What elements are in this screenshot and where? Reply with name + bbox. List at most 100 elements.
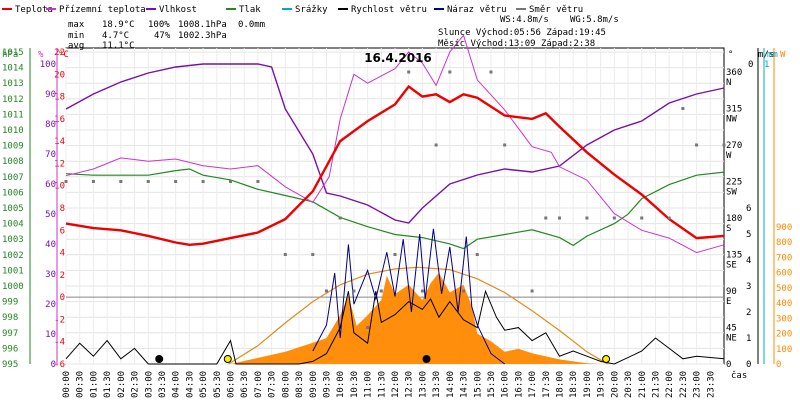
tick-dir: SW xyxy=(726,188,737,198)
stat-ws: WS:4.8m/s xyxy=(500,15,549,25)
tick-c: -2 xyxy=(54,315,65,325)
tick-time: 19:30 xyxy=(597,371,607,398)
tick-dir: NE xyxy=(726,334,737,344)
legend-label: Přízemní teplota xyxy=(59,5,146,15)
tick-time: 22:30 xyxy=(679,371,689,398)
tick-hpa: 999 xyxy=(2,298,18,308)
wind-dir-point xyxy=(119,180,123,183)
tick-ms-top: 0 xyxy=(748,60,753,70)
tick-time: 11:00 xyxy=(364,371,374,398)
stat-max-temp: 18.9°C xyxy=(102,20,135,30)
tick-time: 12:00 xyxy=(391,371,401,398)
stat-avg-temp: 11.1°C xyxy=(102,41,135,51)
wind-dir-point xyxy=(640,216,644,220)
tick-hpa: 1003 xyxy=(2,235,24,245)
tick-time: 16:00 xyxy=(501,371,511,398)
series-radiation-area xyxy=(203,272,601,364)
stat-sun: Slunce Východ:05:56 Západ:19:45 xyxy=(438,28,606,38)
tick-c: 8 xyxy=(60,204,65,214)
stat-avg-label: avg xyxy=(68,41,84,51)
tick-deg: 225 xyxy=(726,178,742,188)
tick-hpa: 1012 xyxy=(2,95,24,105)
series-pressure-line xyxy=(65,168,725,250)
stat-max-hum: 100% xyxy=(148,20,170,30)
legend-label: Srážky xyxy=(295,5,328,15)
tick-w: 500 xyxy=(776,284,792,294)
tick-time: 23:00 xyxy=(693,371,703,398)
tick-deg: 90 xyxy=(726,287,737,297)
axis-label-pct: % xyxy=(38,50,44,60)
tick-hpa: 997 xyxy=(2,329,18,339)
wind-dir-point xyxy=(544,216,548,220)
stat-moon: Měsíc Východ:13:09 Západ:2:38 xyxy=(438,39,595,49)
legend-label: Tlak xyxy=(239,5,261,15)
wind-dir-point xyxy=(283,253,287,256)
tick-c: 2 xyxy=(60,271,65,281)
tick-time: 14:30 xyxy=(460,371,470,398)
tick-deg: 135 xyxy=(726,251,742,261)
wind-dir-point xyxy=(352,289,356,293)
tick-pct: 20 xyxy=(45,300,56,310)
tick-hpa: 1015 xyxy=(2,48,24,58)
tick-w: 400 xyxy=(776,299,792,309)
wind-dir-point xyxy=(530,289,534,293)
stat-min-label: min xyxy=(68,31,84,41)
tick-time: 07:30 xyxy=(268,371,278,398)
tick-pct: 50 xyxy=(45,210,56,220)
tick-time: 06:30 xyxy=(240,371,250,398)
tick-hpa: 1002 xyxy=(2,251,24,261)
legend-label: Teplota xyxy=(15,5,53,15)
series-clear-sky-line xyxy=(228,266,608,365)
tick-time: 20:00 xyxy=(610,371,620,398)
tick-time: 22:00 xyxy=(665,371,675,398)
axis-label-hpa: hPa xyxy=(2,50,18,60)
legend-label: Rychlost větru xyxy=(351,5,427,15)
wind-dir-point xyxy=(174,180,178,183)
tick-dir: SE xyxy=(726,261,737,271)
tick-deg: 360 xyxy=(726,68,742,78)
tick-w: 300 xyxy=(776,314,792,324)
stat-min-hum: 47% xyxy=(154,31,171,41)
wind-dir-point xyxy=(489,70,493,74)
tick-hpa: 1000 xyxy=(2,282,24,292)
stat-max-rain: 0.0mm xyxy=(238,20,265,30)
tick-time: 08:30 xyxy=(295,371,305,398)
wind-dir-point xyxy=(379,289,383,293)
tick-w: 800 xyxy=(776,238,792,248)
tick-time: 01:00 xyxy=(89,371,99,398)
tick-w: 700 xyxy=(776,253,792,263)
legend-label: Směr větru xyxy=(529,5,583,15)
wind-dir-point xyxy=(434,143,438,147)
tick-c: 14 xyxy=(54,137,65,147)
wind-dir-point xyxy=(366,326,370,329)
tick-c: 10 xyxy=(54,182,65,192)
tick-hpa: 1001 xyxy=(2,266,24,276)
tick-time: 21:00 xyxy=(638,371,648,398)
tick-time: 13:30 xyxy=(432,371,442,398)
stat-max-label: max xyxy=(68,20,85,30)
tick-w: 200 xyxy=(776,330,792,340)
tick-time: 01:30 xyxy=(103,371,113,398)
sun-moon-marker xyxy=(422,355,431,363)
tick-ms: 4 xyxy=(746,256,751,266)
tick-time: 19:00 xyxy=(583,371,593,398)
wind-dir-point xyxy=(201,180,205,183)
tick-c: 6 xyxy=(60,226,65,236)
tick-pct: 60 xyxy=(45,180,56,190)
stat-min-press: 1002.3hPa xyxy=(178,31,227,41)
tick-deg: 180 xyxy=(726,214,742,224)
tick-time: 20:30 xyxy=(624,371,634,398)
tick-hpa: 1009 xyxy=(2,142,24,152)
tick-time: 14:00 xyxy=(446,371,456,398)
tick-hpa: 998 xyxy=(2,313,18,323)
tick-deg: 270 xyxy=(726,141,742,151)
tick-ms: 0 xyxy=(746,360,751,370)
tick-hpa: 1007 xyxy=(2,173,24,183)
wind-dir-point xyxy=(695,143,699,147)
wind-dir-point xyxy=(462,289,466,293)
tick-hpa: 996 xyxy=(2,344,18,354)
series-humidity-line xyxy=(65,63,725,224)
tick-pct: 0 xyxy=(51,360,56,370)
tick-time: 10:00 xyxy=(336,371,346,398)
